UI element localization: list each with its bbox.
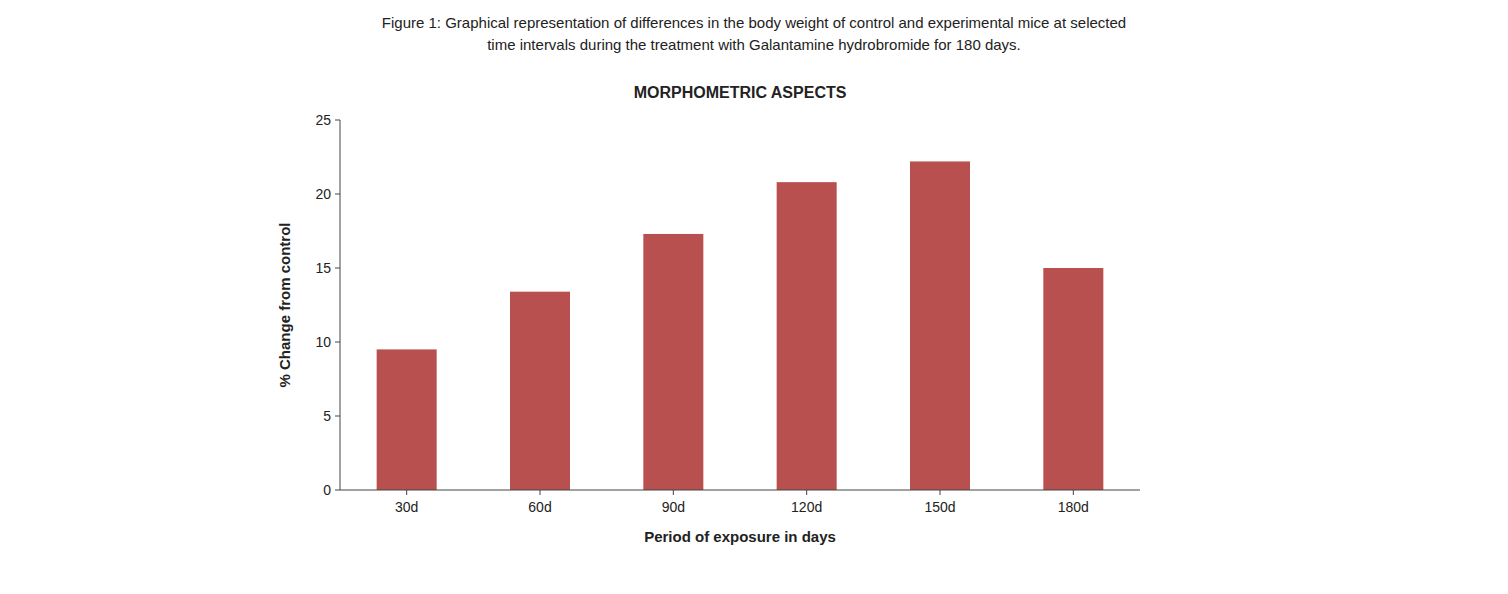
x-axis-label: Period of exposure in days bbox=[644, 528, 836, 545]
x-tick bbox=[406, 490, 407, 495]
y-tick bbox=[335, 120, 340, 121]
bar bbox=[910, 161, 970, 490]
y-axis bbox=[340, 120, 341, 490]
y-tick-label: 20 bbox=[315, 186, 331, 202]
x-tick-label: 90d bbox=[662, 499, 685, 515]
x-tick bbox=[540, 490, 541, 495]
x-tick bbox=[673, 490, 674, 495]
bar bbox=[510, 292, 570, 490]
y-tick bbox=[335, 490, 340, 491]
bars bbox=[377, 161, 1104, 490]
x-axis bbox=[340, 490, 1140, 491]
y-tick bbox=[335, 416, 340, 417]
chart: Figure 1: Graphical representation of di… bbox=[0, 0, 1508, 594]
bar bbox=[777, 182, 837, 490]
caption: Figure 1: Graphical representation of di… bbox=[382, 14, 1126, 31]
y-tick-label: 10 bbox=[315, 334, 331, 350]
y-axis-label: % Change from control bbox=[276, 222, 293, 387]
y-tick bbox=[335, 268, 340, 269]
x-tick-label: 150d bbox=[924, 499, 955, 515]
y-tick-label: 15 bbox=[315, 260, 331, 276]
x-tick-label: 30d bbox=[395, 499, 418, 515]
bar bbox=[643, 234, 703, 490]
y-tick-label: 5 bbox=[323, 408, 331, 424]
x-tick-label: 180d bbox=[1058, 499, 1089, 515]
x-tick bbox=[940, 490, 941, 495]
x-tick-label: 120d bbox=[791, 499, 822, 515]
x-tick-label: 60d bbox=[528, 499, 551, 515]
y-tick bbox=[335, 194, 340, 195]
x-tick bbox=[806, 490, 807, 495]
x-tick bbox=[1073, 490, 1074, 495]
caption: time intervals during the treatment with… bbox=[487, 36, 1021, 53]
bar bbox=[1043, 268, 1103, 490]
y-tick-label: 0 bbox=[323, 482, 331, 498]
y-tick-label: 25 bbox=[315, 112, 331, 128]
title: MORPHOMETRIC ASPECTS bbox=[634, 84, 847, 101]
bar bbox=[377, 349, 437, 490]
y-tick bbox=[335, 342, 340, 343]
